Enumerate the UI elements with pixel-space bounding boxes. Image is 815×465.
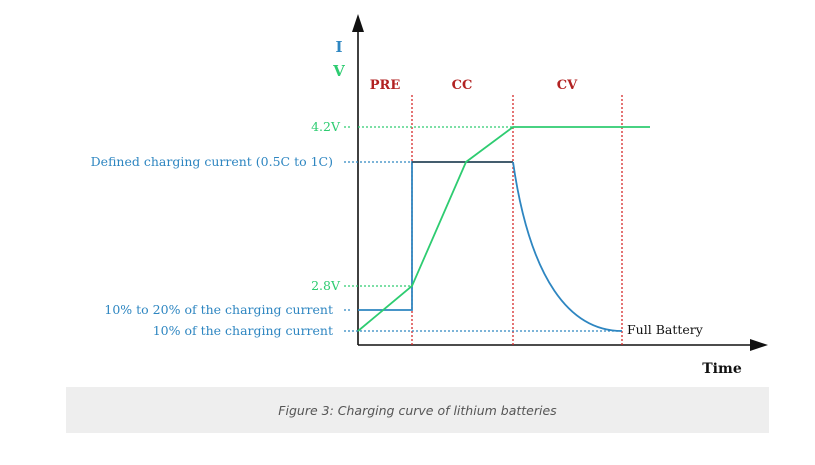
charging-curve-diagram: I V Time PRE CC CV 4.2V Defined charging… xyxy=(91,14,768,377)
label-full-battery: Full Battery xyxy=(627,322,704,337)
figure-caption: Figure 3: Charging curve of lithium batt… xyxy=(278,402,557,418)
label-2-8v: 2.8V xyxy=(311,278,341,293)
figure-caption-box: Figure 3: Charging curve of lithium batt… xyxy=(66,387,769,433)
y-axis-label-current: I xyxy=(335,38,342,56)
voltage-curve xyxy=(357,126,650,332)
label-defined-current: Defined charging current (0.5C to 1C) xyxy=(91,154,333,169)
current-curve-cv-decay xyxy=(512,161,623,332)
x-axis-arrow xyxy=(750,339,768,351)
y-axis-label-voltage: V xyxy=(332,62,345,80)
label-pre-current: 10% to 20% of the charging current xyxy=(104,302,333,317)
y-axis-arrow xyxy=(352,14,364,32)
label-4-2v: 4.2V xyxy=(311,119,341,134)
label-term-current: 10% of the charging current xyxy=(153,323,333,338)
phase-label-cc: CC xyxy=(452,78,473,93)
phase-label-cv: CV xyxy=(557,78,578,93)
phase-label-pre: PRE xyxy=(370,78,401,93)
current-curve-pre-cc xyxy=(358,161,513,311)
x-axis-label: Time xyxy=(702,361,742,377)
